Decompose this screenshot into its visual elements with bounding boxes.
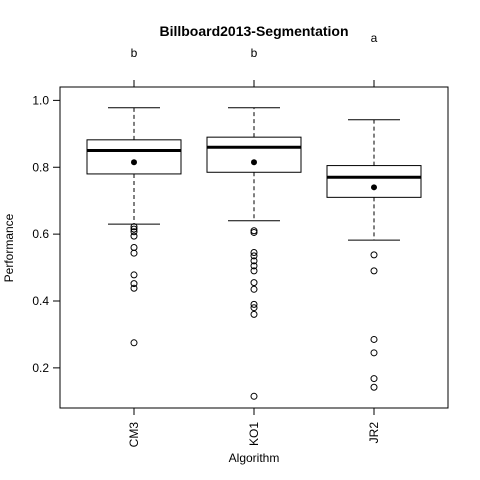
outlier-point bbox=[370, 335, 378, 343]
outlier-point bbox=[250, 267, 258, 275]
outlier-point bbox=[130, 244, 138, 251]
y-tick-label: 0.2 bbox=[32, 361, 49, 375]
x-tick-label: CM3 bbox=[127, 422, 141, 448]
x-tick-label: KO1 bbox=[247, 422, 261, 446]
outlier-point bbox=[250, 228, 258, 236]
outlier-point bbox=[250, 249, 258, 257]
group-letter: a bbox=[371, 31, 378, 45]
outlier-point bbox=[250, 257, 258, 265]
box-iqr bbox=[206, 136, 302, 173]
x-tick-label: JR2 bbox=[367, 422, 381, 444]
mean-point bbox=[371, 184, 377, 191]
mean-point bbox=[131, 159, 137, 166]
outlier-point bbox=[250, 304, 258, 312]
chart-marks: 0.2 0.4 0.6 0.8 1.0 CM3 b KO1 b JR2 a bbox=[32, 31, 422, 448]
y-axis-label: Performance bbox=[2, 213, 16, 282]
outlier-point bbox=[250, 279, 258, 287]
outlier-point bbox=[130, 339, 138, 347]
outlier-point bbox=[370, 267, 378, 275]
outlier-point bbox=[370, 349, 378, 357]
group-letter: b bbox=[131, 46, 138, 60]
outlier-point bbox=[130, 225, 138, 233]
group-letter: b bbox=[251, 46, 258, 60]
outlier-point bbox=[250, 252, 258, 260]
outlier-point bbox=[130, 284, 138, 292]
outlier-point bbox=[130, 280, 138, 288]
y-tick-label: 0.6 bbox=[32, 227, 49, 241]
outlier-point bbox=[130, 232, 138, 240]
chart-title: Billboard2013-Segmentation bbox=[159, 23, 348, 39]
box-iqr bbox=[86, 139, 182, 175]
y-tick-label: 1.0 bbox=[32, 93, 49, 107]
outlier-point bbox=[130, 223, 138, 231]
outlier-point bbox=[370, 383, 378, 391]
outlier-point bbox=[130, 271, 138, 279]
outlier-point bbox=[370, 375, 378, 383]
x-axis-label: Algorithm bbox=[229, 451, 280, 465]
outlier-point bbox=[250, 392, 258, 400]
y-tick-label: 0.8 bbox=[32, 160, 49, 174]
outlier-point bbox=[130, 249, 138, 257]
outlier-point bbox=[250, 285, 258, 293]
outlier-point bbox=[250, 300, 258, 308]
outlier-point bbox=[250, 262, 258, 270]
outlier-point bbox=[130, 228, 138, 236]
mean-point bbox=[251, 159, 257, 166]
box-iqr bbox=[326, 165, 422, 198]
outlier-point bbox=[250, 310, 258, 318]
y-tick-label: 0.4 bbox=[32, 294, 49, 308]
outlier-point bbox=[370, 251, 378, 259]
